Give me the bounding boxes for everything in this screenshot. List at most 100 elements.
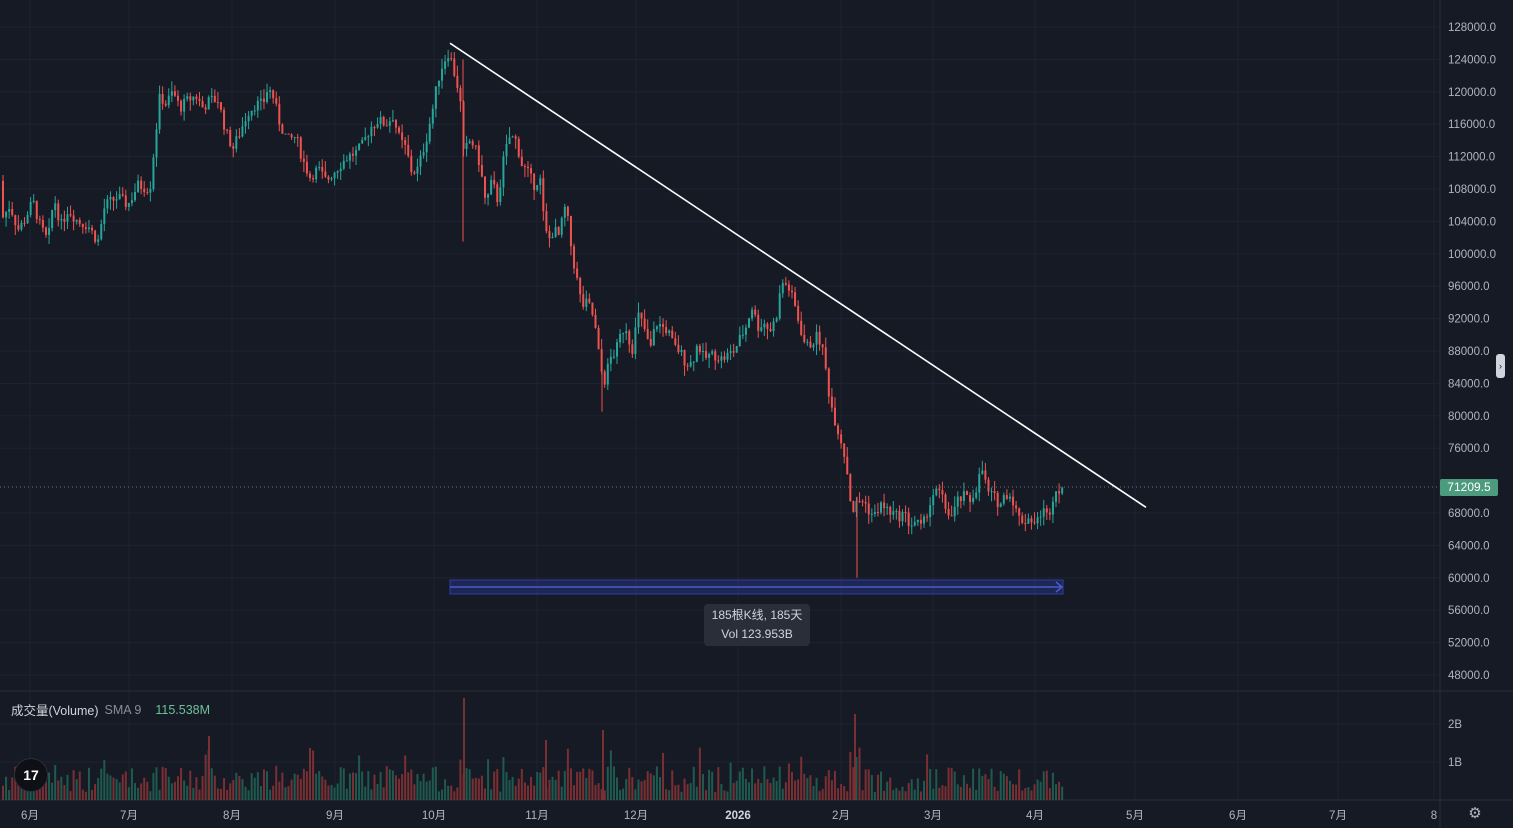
candle-body — [530, 168, 533, 174]
candle-body — [674, 338, 677, 345]
candle-body — [579, 277, 582, 295]
volume-bar — [846, 791, 849, 800]
price-axis[interactable]: 128000.0 124000.0 120000.0 116000.0 112000.0… — [1448, 22, 1496, 769]
volume-bar — [717, 767, 720, 800]
volume-bar — [431, 767, 434, 800]
price-tick-label: 124000.0 — [1448, 54, 1496, 66]
volume-bar — [278, 781, 281, 800]
candle-body — [499, 187, 502, 202]
volume-bar — [379, 772, 382, 800]
volume-bar — [557, 770, 560, 800]
candle-body — [44, 227, 47, 235]
candle-body — [815, 331, 818, 345]
volume-bar — [318, 770, 321, 800]
candle-body — [843, 443, 846, 457]
volume-bar — [419, 781, 422, 800]
candle-body — [342, 160, 345, 169]
volume-bar — [152, 772, 155, 800]
volume-bar — [668, 790, 671, 800]
candle-body — [459, 88, 462, 102]
volume-bar — [576, 771, 579, 800]
candle-body — [1027, 518, 1030, 524]
volume-bar — [689, 782, 692, 800]
volume-bar — [883, 790, 886, 800]
time-tick-label: 8 — [1431, 810, 1437, 822]
price-tick-label: 116000.0 — [1448, 119, 1495, 131]
volume-bar — [471, 778, 474, 800]
volume-bar — [355, 773, 358, 800]
volume-bar — [652, 775, 655, 800]
candle-body — [935, 488, 938, 496]
volume-bar — [873, 791, 876, 800]
candle-body — [652, 329, 655, 346]
volume-bar — [898, 790, 901, 800]
volume-bar — [262, 769, 265, 800]
volume-spike — [602, 730, 604, 800]
volume-bar — [434, 766, 437, 800]
candle-body — [496, 184, 499, 202]
candle-body — [247, 115, 250, 122]
volume-legend[interactable]: 成交量(Volume) SMA 9 115.538M — [11, 700, 210, 719]
candle-body — [75, 219, 78, 222]
candle-body — [29, 201, 32, 215]
volume-bar — [904, 791, 907, 800]
candle-body — [1051, 501, 1054, 515]
volume-bar — [984, 774, 987, 800]
volume-bar — [66, 774, 69, 800]
candle-body — [711, 351, 714, 354]
volume-bar — [1027, 787, 1030, 800]
volume-bar — [410, 769, 413, 800]
candle-body — [895, 510, 898, 512]
volume-bar — [8, 790, 11, 800]
time-axis[interactable]: 6月 7月 8月 9月 10月 11月 12月 2026 2月 3月 4月 5月 6月 7月 8 — [21, 810, 1437, 822]
candle-body — [41, 219, 44, 228]
price-tick-label: 52000.0 — [1448, 638, 1490, 650]
volume-bar — [649, 773, 652, 800]
volume-bar — [800, 756, 803, 800]
candle-body — [355, 149, 358, 156]
candle-body — [370, 127, 373, 137]
volume-bar — [385, 766, 388, 800]
candle-body — [232, 146, 235, 149]
candle-body — [637, 312, 640, 328]
candle-body — [253, 110, 256, 112]
candle-body — [539, 178, 542, 186]
candle-body — [321, 167, 324, 172]
candle-body — [597, 327, 600, 350]
volume-bar — [585, 778, 588, 800]
candle-body — [787, 284, 790, 291]
price-tick-label: 88000.0 — [1448, 346, 1490, 358]
candle-body — [87, 227, 90, 230]
candle-body — [183, 98, 186, 112]
volume-legend-indicator: SMA 9 — [104, 702, 142, 717]
candle-body — [680, 349, 683, 353]
candle-body — [591, 302, 594, 315]
volume-bar — [69, 791, 72, 800]
candle-body — [367, 136, 370, 138]
candle-body — [852, 501, 855, 512]
candle-body — [557, 227, 560, 235]
volume-bar — [1051, 772, 1054, 800]
volume-bar — [167, 776, 170, 800]
candle-body — [290, 134, 293, 138]
candle-body — [391, 120, 394, 122]
candle-body — [477, 145, 480, 166]
volume-bar — [437, 791, 440, 800]
measurement-tooltip: 185根K线, 185天 Vol 123.953B — [704, 604, 810, 646]
candle-body — [275, 98, 278, 104]
candle-body — [959, 496, 962, 501]
volume-bar — [256, 772, 259, 800]
time-tick-label: 5月 — [1126, 810, 1144, 822]
candle-body — [5, 211, 8, 218]
gear-icon[interactable]: ⚙ — [1468, 805, 1482, 822]
candle-body — [729, 351, 732, 353]
candle-body — [2, 180, 4, 218]
candle-body — [471, 141, 474, 146]
drawing-overlays[interactable] — [0, 42, 1440, 595]
chevron-right-icon[interactable]: › — [1496, 354, 1505, 378]
volume-bar — [293, 773, 296, 800]
tradingview-logo-icon[interactable]: 17 — [14, 758, 48, 792]
candle-body — [763, 323, 766, 328]
